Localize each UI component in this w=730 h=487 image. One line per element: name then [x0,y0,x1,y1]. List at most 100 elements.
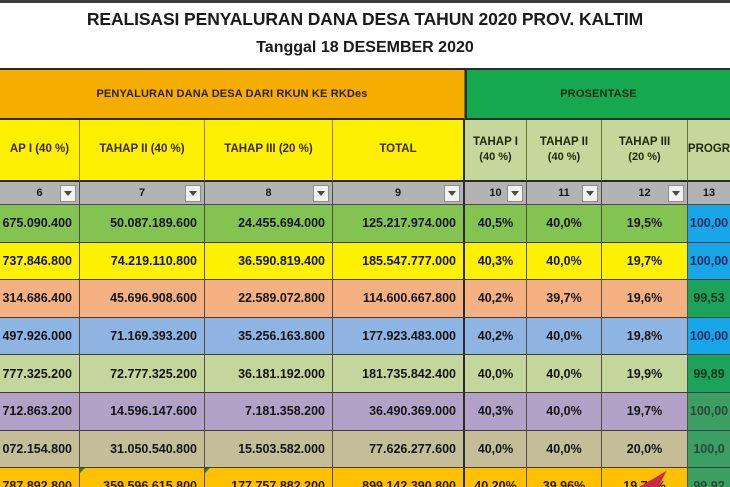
filter-dropdown-icon[interactable] [668,185,684,202]
cell-tahap1: 777.325.200 [0,355,80,393]
cell-total: 114.600.667.800 [333,280,465,318]
cell-pct3: 19,8% [602,317,688,356]
chevron-down-icon [672,191,680,196]
cell-progress: 100,00 [688,205,730,243]
table-row: 675.090.400 50.087.189.600 24.455.694.000 1… [0,205,730,243]
table-row-total: 787.892.800 359.596.615.800 177.757.882.20… [0,468,730,487]
cell-pct3: 19,7% [602,393,688,431]
table-row: 072.154.800 31.050.540.800 15.503.582.000 7… [0,430,730,469]
filter-cell-9[interactable]: 9 [333,182,465,205]
cell-tahap2: 72.777.325.200 [80,355,205,393]
column-header-6: AP I (40 %) [0,120,80,182]
cell-tahap1: 314.686.400 [0,280,80,318]
column-header-7: TAHAP II (40 %) [80,120,205,182]
cell-tahap3: 36.181.192.000 [205,355,333,393]
table-row: 777.325.200 72.777.325.200 36.181.192.000 1… [0,355,730,393]
filter-dropdown-icon[interactable] [60,185,76,202]
column-number: 12 [638,187,651,199]
cell-progress: 100,0 [688,430,730,469]
column-header-label: TAHAP III (20 %) [224,143,313,156]
cell-pct1: 40,0% [465,430,527,469]
cell-total: 181.735.842.400 [333,355,465,393]
cell-pct2: 39,96% [527,468,602,487]
chevron-down-icon [511,191,519,196]
cell-tahap2: 14.596.147.600 [80,393,205,431]
filter-row: 6 7 8 9 10 11 12 13 [0,182,730,205]
cell-pct2: 40,0% [527,317,602,356]
cell-tahap2: 45.696.908.600 [80,280,205,318]
cell-pct3: 19,7% [602,242,688,281]
column-header-13: PROGR [688,120,730,182]
cell-tahap1: 497.926.000 [0,317,80,356]
column-header-row: AP I (40 %) TAHAP II (40 %) TAHAP III (20 … [0,120,730,182]
cell-tahap1: 712.863.200 [0,393,80,431]
cell-tahap1: 072.154.800 [0,430,80,469]
column-number: 13 [702,187,716,199]
cell-pct3: 19,6% [602,280,688,318]
report-title: REALISASI PENYALURAN DANA DESA TAHUN 202… [86,9,644,29]
cell-pct3: 19,5% [602,205,688,243]
data-grid: PENYALURAN DANA DESA DARI RKUN KE RKDes … [0,68,730,487]
chevron-down-icon [64,191,72,196]
cell-tahap3: 36.590.819.400 [205,242,333,281]
cell-pct1: 40,3% [465,242,527,281]
filter-cell-13[interactable]: 13 [688,182,730,205]
comment-marker-icon [205,468,210,474]
filter-dropdown-icon[interactable] [313,185,329,202]
filter-cell-11[interactable]: 11 [527,182,602,205]
table-row: 314.686.400 45.696.908.600 22.589.072.800 1… [0,280,730,318]
filter-cell-8[interactable]: 8 [205,182,333,205]
cell-pct2: 40,0% [527,393,602,431]
filter-dropdown-icon[interactable] [185,185,201,202]
report-title-block: REALISASI PENYALURAN DANA DESA TAHUN 202… [0,0,730,68]
cell-pct2: 40,0% [527,205,602,243]
cell-tahap3: 7.181.358.200 [205,393,333,431]
column-header-label: TAHAP II [539,135,589,148]
cell-tahap3: 15.503.582.000 [205,430,333,469]
filter-cell-12[interactable]: 12 [602,182,688,205]
column-number: 11 [558,187,570,199]
cell-tahap2: 71.169.393.200 [80,317,205,356]
filter-dropdown-icon[interactable] [444,185,460,202]
column-header-label: TAHAP II (40 %) [99,143,185,156]
chevron-down-icon [317,191,325,196]
cell-total: 77.626.277.600 [333,430,465,469]
table-row: 497.926.000 71.169.393.200 35.256.163.800 1… [0,317,730,356]
cell-total: 36.490.369.000 [333,393,465,431]
filter-cell-6[interactable]: 6 [0,182,80,205]
chevron-down-icon [189,191,197,196]
cell-tahap1: 675.090.400 [0,205,80,243]
column-header-sublabel: (40 %) [547,151,581,164]
cell-tahap3: 177.757.882.200 [205,468,333,487]
column-number: 10 [489,187,502,199]
cell-progress: 100,00 [688,242,730,281]
filter-cell-10[interactable]: 10 [465,182,527,205]
cell-pct2: 39,7% [527,280,602,318]
cell-tahap3: 22.589.072.800 [205,280,333,318]
column-header-11: TAHAP II (40 %) [527,120,602,182]
chevron-down-icon [586,191,594,196]
cell-tahap1: 737.846.800 [0,242,80,281]
cell-tahap1: 787.892.800 [0,468,80,487]
cell-progress: 99,53 [688,280,730,318]
filter-dropdown-icon[interactable] [507,185,523,202]
column-number: 7 [138,187,146,199]
column-number: 9 [394,187,402,199]
cell-total: 125.217.974.000 [333,205,465,243]
cell-pct3: 20,0% [602,430,688,469]
filter-cell-7[interactable]: 7 [80,182,205,205]
data-rows: 675.090.400 50.087.189.600 24.455.694.000 1… [0,205,730,487]
cell-progress: 100,00 [688,393,730,431]
cell-tahap2: 50.087.189.600 [80,205,205,243]
column-header-label: PROGR [687,143,730,156]
cell-pct2: 40,0% [527,242,602,281]
cell-tahap2: 359.596.615.800 [80,468,205,487]
filter-dropdown-icon[interactable] [582,185,598,202]
column-header-12: TAHAP III (20 %) [602,120,688,182]
column-header-10: TAHAP I (40 %) [465,120,527,182]
cell-pct1: 40,5% [465,205,527,243]
cell-total: 177.923.483.000 [333,317,465,356]
cell-pct3: 19,75% [602,468,688,487]
column-header-9: TOTAL [333,120,465,182]
